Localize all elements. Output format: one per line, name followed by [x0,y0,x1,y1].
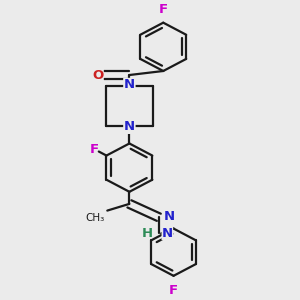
Text: H: H [142,227,153,240]
Text: CH₃: CH₃ [86,213,105,223]
Text: O: O [92,68,104,82]
Text: N: N [162,227,173,240]
Text: F: F [169,284,178,297]
Text: N: N [164,210,175,223]
Text: F: F [159,3,168,16]
Text: N: N [124,79,135,92]
Text: F: F [90,143,99,156]
Text: N: N [124,120,135,133]
